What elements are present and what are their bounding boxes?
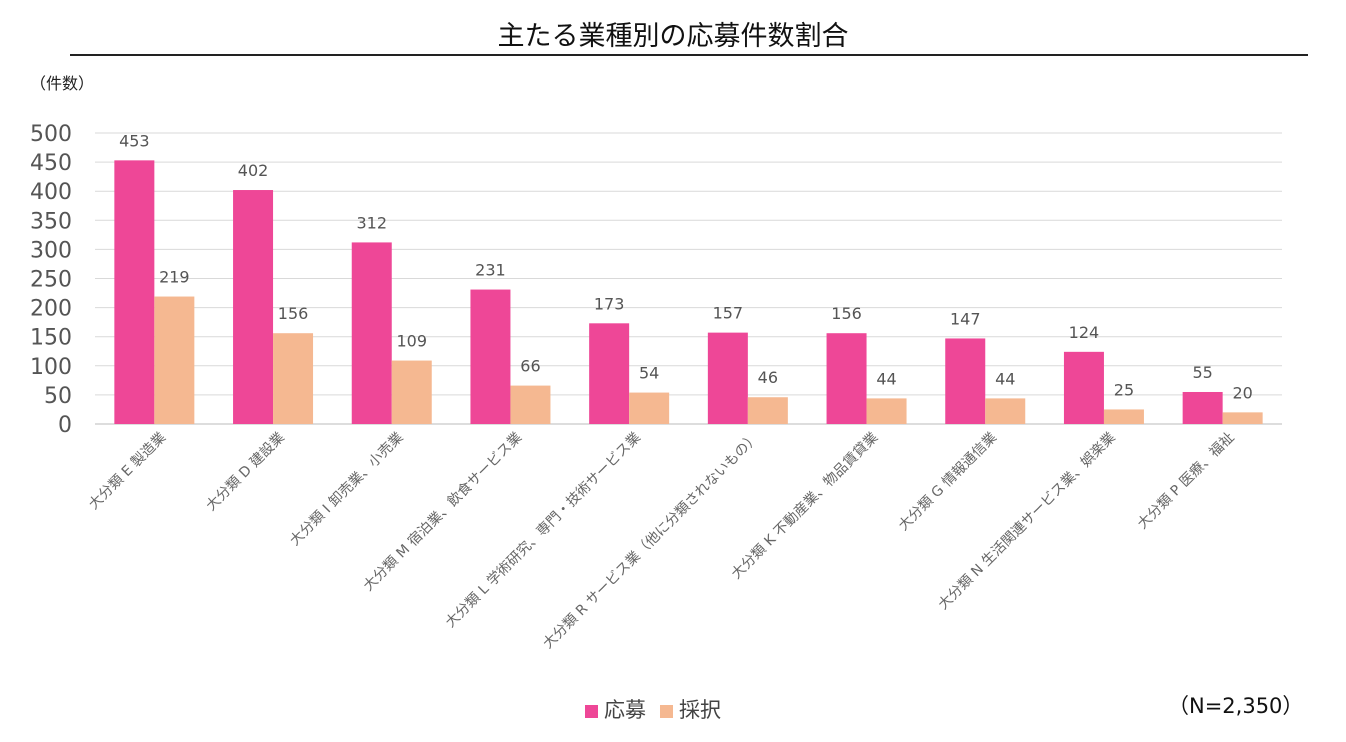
data-label: 453 [119,131,150,150]
data-label: 55 [1192,363,1212,382]
data-label: 54 [639,364,659,383]
data-label: 20 [1232,383,1252,402]
y-tick-label: 200 [30,297,72,322]
bar-apply [945,338,986,424]
x-tick-label: 大分類 E 製造業 [86,430,169,513]
bar-adopt [510,385,551,424]
y-tick-label: 150 [30,326,72,351]
x-tick-label: 大分類 G 情報通信業 [896,430,1000,534]
y-tick-label: 0 [58,413,72,438]
sample-size-note: （N=2,350） [1168,694,1304,718]
y-tick-label: 100 [30,355,72,380]
bar-apply [114,160,155,424]
chart-title: 主たる業種別の応募件数割合 [497,21,849,52]
bar-apply [1063,351,1104,424]
data-label: 157 [713,304,744,323]
title-underline [70,54,1308,56]
bar-apply [233,190,274,424]
y-tick-label: 350 [30,209,72,234]
bar-adopt [273,333,314,424]
legend: 応募 採択 [585,694,721,724]
bar-adopt [629,392,670,424]
data-label: 156 [278,304,309,323]
legend-label: 応募 [604,698,646,722]
y-tick-label: 400 [30,180,72,205]
data-label: 231 [475,261,506,280]
bar-apply [1182,391,1223,424]
legend-swatch [585,704,598,718]
data-label: 25 [1114,380,1134,399]
bar-apply [826,333,867,424]
data-label: 173 [594,294,625,313]
y-tick-label: 300 [30,238,72,263]
data-label: 66 [520,357,540,376]
y-tick-label: 500 [30,122,72,147]
data-label: 44 [876,369,896,388]
bar-apply [470,289,511,424]
data-label: 46 [758,368,778,387]
bar-apply [707,332,748,424]
bar-adopt [391,360,432,424]
x-tick-label: 大分類 K 不動産業、物品賃貸業 [729,430,882,583]
x-tick-label: 大分類 I 卸売業、小売業 [287,430,407,550]
bar-adopt [747,397,788,424]
data-label: 124 [1069,323,1100,342]
data-label: 44 [995,369,1015,388]
bar-apply [351,242,392,424]
data-label: 109 [396,332,427,351]
data-label: 156 [831,304,862,323]
data-label: 402 [238,161,269,180]
y-tick-label: 250 [30,268,72,293]
x-tick-label: 大分類 P 医療、福祉 [1134,429,1237,532]
legend-swatch [660,704,673,718]
data-label: 147 [950,309,981,328]
legend-item-apply: 応募 [585,694,646,724]
data-label: 312 [356,213,387,232]
x-tick-label: 大分類 D 建設業 [203,430,288,515]
legend-item-adopt: 採択 [660,694,721,724]
bar-adopt [866,398,907,424]
y-axis-unit: （件数） [30,74,95,93]
legend-label: 採択 [679,698,721,722]
x-tick-label: 大分類 R サービス業（他に分類されないもの） [540,430,762,652]
bar-adopt [154,296,195,424]
bar-adopt [1222,412,1263,424]
y-tick-label: 50 [44,384,72,409]
data-label: 219 [159,268,190,287]
y-tick-label: 450 [30,151,72,176]
bar-apply [589,323,630,424]
x-tick-label: 大分類 L 学術研究、専門・技術サービス業 [443,430,644,631]
bar-adopt [985,398,1026,424]
bar-adopt [1103,409,1144,424]
